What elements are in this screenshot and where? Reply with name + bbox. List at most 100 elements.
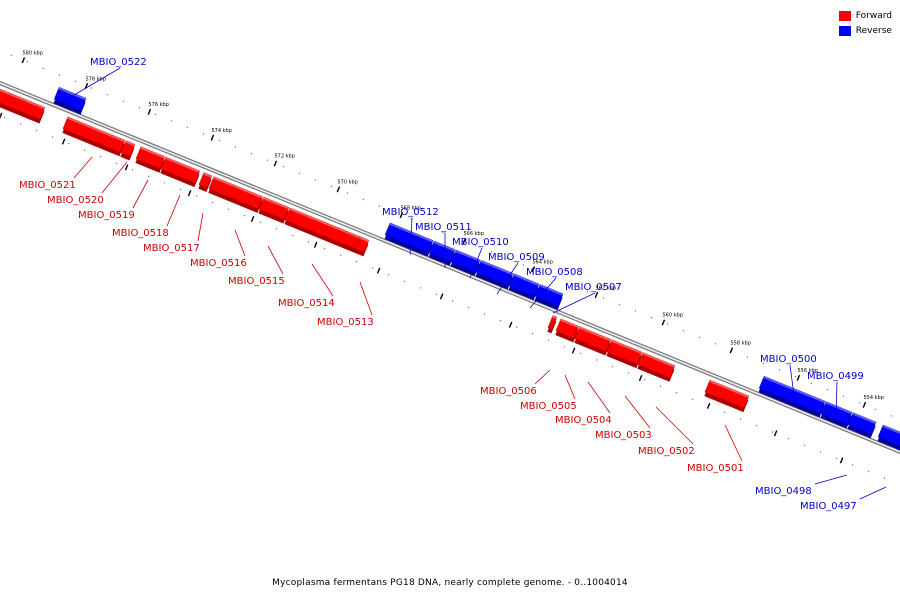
tick-mark [594,292,599,299]
gene-block-MBIO_0514 [284,207,362,254]
gene-label-MBIO_0499: MBIO_0499 [807,371,864,382]
tick-mark [250,215,255,223]
leader-MBIO_0522 [73,67,121,96]
tick-mark [187,190,192,197]
gene-label-MBIO_0500: MBIO_0500 [760,354,817,365]
gene-block-MBIO_0497 [877,424,900,453]
tick-mark [21,57,26,64]
gene-label-MBIO_0510: MBIO_0510 [452,237,509,248]
legend-swatch-reverse [838,25,851,36]
tick-label: 574 kbp [212,128,232,134]
gene-label-MBIO_0497: MBIO_0497 [800,501,857,512]
tick-mark [210,134,215,141]
tick-mark [862,401,867,408]
gene-label-MBIO_0516: MBIO_0516 [190,258,247,269]
gene-block [0,83,46,124]
label-leaders [73,67,887,500]
leader-MBIO_0510 [469,247,483,279]
gene-label-MBIO_0521: MBIO_0521 [19,180,76,191]
gene-label-MBIO_0519: MBIO_0519 [78,210,135,221]
leader-MBIO_0514 [311,263,334,297]
tick-mark [376,267,381,274]
legend-label-forward: Forward [855,10,892,21]
gene-block-MBIO_0507 [534,284,564,310]
gene-labels: MBIO_0522 MBIO_0521 MBIO_0520 MBIO_0519 MBIO… [19,57,864,512]
gene-label-MBIO_0518: MBIO_0518 [112,228,169,239]
gene-block-MBIO_0504 [574,326,612,356]
legend-item-forward: Forward [838,8,892,23]
leader-MBIO_0517 [197,212,204,242]
tick-marks: 580 kbp 578 kbp 576 kbp 574 kbp 572 kbp 570 k… [0,50,884,464]
leader-MBIO_0513 [359,281,373,316]
legend: Forward Reverse [838,8,892,38]
tick-label: 562 kbp [596,285,616,291]
gene-label-MBIO_0507: MBIO_0507 [565,282,622,293]
gene-block-MBIO_0522 [53,86,87,115]
tick-mark [729,347,734,354]
leader-MBIO_0516 [234,229,246,257]
gene-block-MBIO_0519 [135,146,166,173]
tick-label: 556 kbp [798,368,818,374]
tick-mark [839,457,844,464]
tick-mark [147,108,152,115]
dotted-guides [3,54,893,479]
leader-MBIO_0520 [101,161,128,194]
gene-block-MBIO_0508 [508,273,540,301]
gene-label-MBIO_0512: MBIO_0512 [382,207,439,218]
leader-MBIO_0502 [655,406,694,445]
legend-item-reverse: Reverse [838,23,892,38]
tick-label: 578 kbp [86,76,106,82]
gene-label-MBIO_0522: MBIO_0522 [90,57,147,68]
gene-label-MBIO_0501: MBIO_0501 [687,463,744,474]
leader-MBIO_0504 [587,381,611,414]
tick-mark [508,321,513,328]
leader-MBIO_0512 [409,217,413,256]
tick-mark [313,241,318,248]
leader-MBIO_0497 [859,486,887,500]
gene-block-MBIO_0505 [555,318,580,343]
gene-label-MBIO_0517: MBIO_0517 [143,243,200,254]
leader-MBIO_0509 [496,262,519,295]
gene-label-MBIO_0505: MBIO_0505 [520,401,577,412]
tick-label: 570 kbp [338,180,358,186]
tick-mark [571,347,576,354]
leader-MBIO_0508 [529,277,557,309]
tick-label: 564 kbp [533,259,553,265]
gene-label-MBIO_0502: MBIO_0502 [638,446,695,457]
leader-MBIO_0501 [724,424,743,462]
tick-mark [462,237,467,244]
tick-label: 566 kbp [464,231,484,237]
gene-block-MBIO_0503 [606,339,643,369]
gene-blocks [0,83,900,453]
tick-mark [773,430,778,437]
gene-block-MBIO_0516 [208,176,264,213]
legend-label-reverse: Reverse [855,25,892,36]
tick-label: 576 kbp [149,102,169,108]
gene-label-MBIO_0508: MBIO_0508 [526,267,583,278]
gene-block-MBIO_0517 [198,172,213,192]
tick-mark [706,402,711,409]
gene-block-MBIO_0506 [547,315,558,334]
leader-MBIO_0519 [132,179,149,209]
tick-mark [273,160,278,167]
gene-label-MBIO_0511: MBIO_0511 [415,222,472,233]
leader-MBIO_0507 [552,292,596,314]
gene-block-MBIO_0513 [354,236,370,257]
leader-MBIO_0498 [814,474,848,485]
genome-axis [0,80,900,455]
tick-label: 572 kbp [275,154,295,160]
gene-block-MBIO_0510 [450,249,481,276]
gene-block-MBIO_0521 [62,116,126,157]
gene-label-MBIO_0503: MBIO_0503 [595,430,652,441]
leader-MBIO_0521 [73,156,93,179]
tick-mark [0,112,3,119]
tick-mark [124,164,129,171]
tick-mark [661,319,666,326]
gene-block-MBIO_0502 [637,352,676,382]
tick-label: 568 kbp [401,205,421,211]
legend-swatch-forward [838,10,851,21]
tick-label: 554 kbp [864,395,884,401]
gene-block-MBIO_0515 [258,196,290,224]
map-caption: Mycoplasma fermentans PG18 DNA, nearly c… [272,578,628,588]
